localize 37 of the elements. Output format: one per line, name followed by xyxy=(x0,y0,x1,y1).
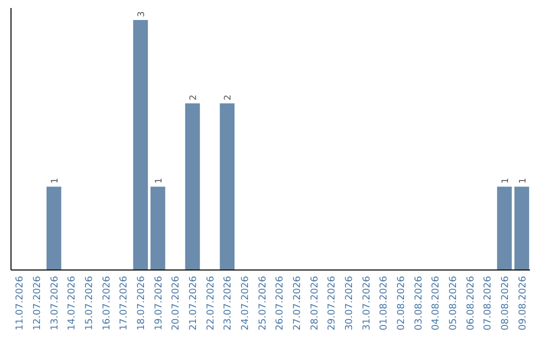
data-label: 1 xyxy=(500,178,511,184)
x-tick-label: 12.07.2026 xyxy=(32,276,44,330)
x-tick-label: 19.07.2026 xyxy=(153,276,164,330)
x-tick-label: 13.07.2026 xyxy=(49,276,60,330)
x-tick-label: 01.08.2026 xyxy=(378,276,390,330)
x-tick-label: 05.08.2026 xyxy=(448,276,459,330)
data-label: 2 xyxy=(189,94,200,100)
x-tick-label: 02.08.2026 xyxy=(396,276,407,330)
x-tick-label: 24.07.2026 xyxy=(240,276,252,330)
x-tick-label: 31.07.2026 xyxy=(361,276,372,330)
x-tick-label: 29.07.2026 xyxy=(326,276,338,330)
x-tick-label: 09.08.2026 xyxy=(517,276,528,330)
x-tick-label: 20.07.2026 xyxy=(170,276,182,330)
x-tick-label: 23.07.2026 xyxy=(222,276,234,330)
x-tick-label: 25.07.2026 xyxy=(257,276,268,330)
x-tick-label: 04.08.2026 xyxy=(430,276,442,330)
data-label: 3 xyxy=(137,11,148,17)
x-tick-label: 21.07.2026 xyxy=(188,276,200,330)
x-tick-label: 27.07.2026 xyxy=(292,276,303,330)
x-tick-label: 15.07.2026 xyxy=(84,276,96,330)
x-tick-label: 03.08.2026 xyxy=(413,276,424,330)
x-tick-label: 26.07.2026 xyxy=(274,276,286,330)
x-tick-label: 28.07.2026 xyxy=(309,276,320,330)
data-label: 2 xyxy=(224,94,234,100)
x-tick-label: 07.08.2026 xyxy=(482,276,494,330)
data-label: 1 xyxy=(50,178,60,184)
x-tick-label: 11.07.2026 xyxy=(14,276,26,330)
x-tick-label: 14.07.2026 xyxy=(66,276,78,330)
x-tick-label: 22.07.2026 xyxy=(205,276,216,330)
x-tick-label: 16.07.2026 xyxy=(101,276,112,330)
data-label: 1 xyxy=(154,178,164,184)
x-tick-label: 17.07.2026 xyxy=(118,276,130,330)
x-tick-label: 06.08.2026 xyxy=(465,276,476,330)
x-tick-label: 08.08.2026 xyxy=(500,276,511,330)
x-tick-label: 30.07.2026 xyxy=(344,276,355,330)
data-label: 1 xyxy=(518,178,528,184)
x-tick-label: 18.07.2026 xyxy=(136,276,148,330)
